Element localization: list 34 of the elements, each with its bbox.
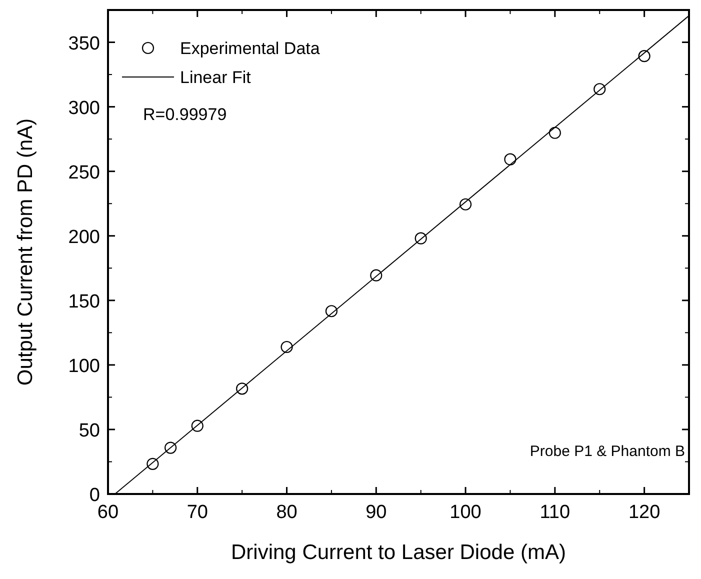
y-axis-title: Output Current from PD (nA) [14,118,37,386]
legend-label: Experimental Data [180,39,320,58]
point [164,442,177,454]
point [504,153,516,166]
y-tick-label: 150 [68,291,100,312]
x-tick-label: 90 [366,502,387,523]
y-tick-label: 100 [68,356,100,377]
x-tick-label: 110 [540,502,570,523]
x-tick-label: 80 [276,502,298,523]
y-tick-label: 50 [78,420,100,442]
y-tick-label: 200 [68,226,100,248]
point [280,340,293,354]
y-tick-label: 250 [68,162,100,184]
point [594,83,606,96]
annotation: R=0.99979 [143,105,227,124]
point [146,458,159,470]
x-tick-label: 100 [450,502,482,523]
y-tick-label: 350 [68,33,100,54]
x-tick-label: 120 [628,502,660,523]
point [236,382,248,395]
point [638,50,650,62]
y-tick-label: 0 [89,485,100,506]
annotation: Probe P1 & Phantom B [530,443,685,460]
y-tick-label: 300 [68,98,100,119]
x-tick-label: 70 [186,502,208,523]
point [370,269,382,282]
point [325,305,338,318]
x-axis-title: Driving Current to Laser Diode (mA) [231,541,566,564]
point [191,420,204,432]
point [548,126,561,139]
x-tick-label: 60 [97,502,119,523]
point [459,198,472,210]
legend-label: Linear Fit [180,68,252,87]
point [414,232,427,244]
